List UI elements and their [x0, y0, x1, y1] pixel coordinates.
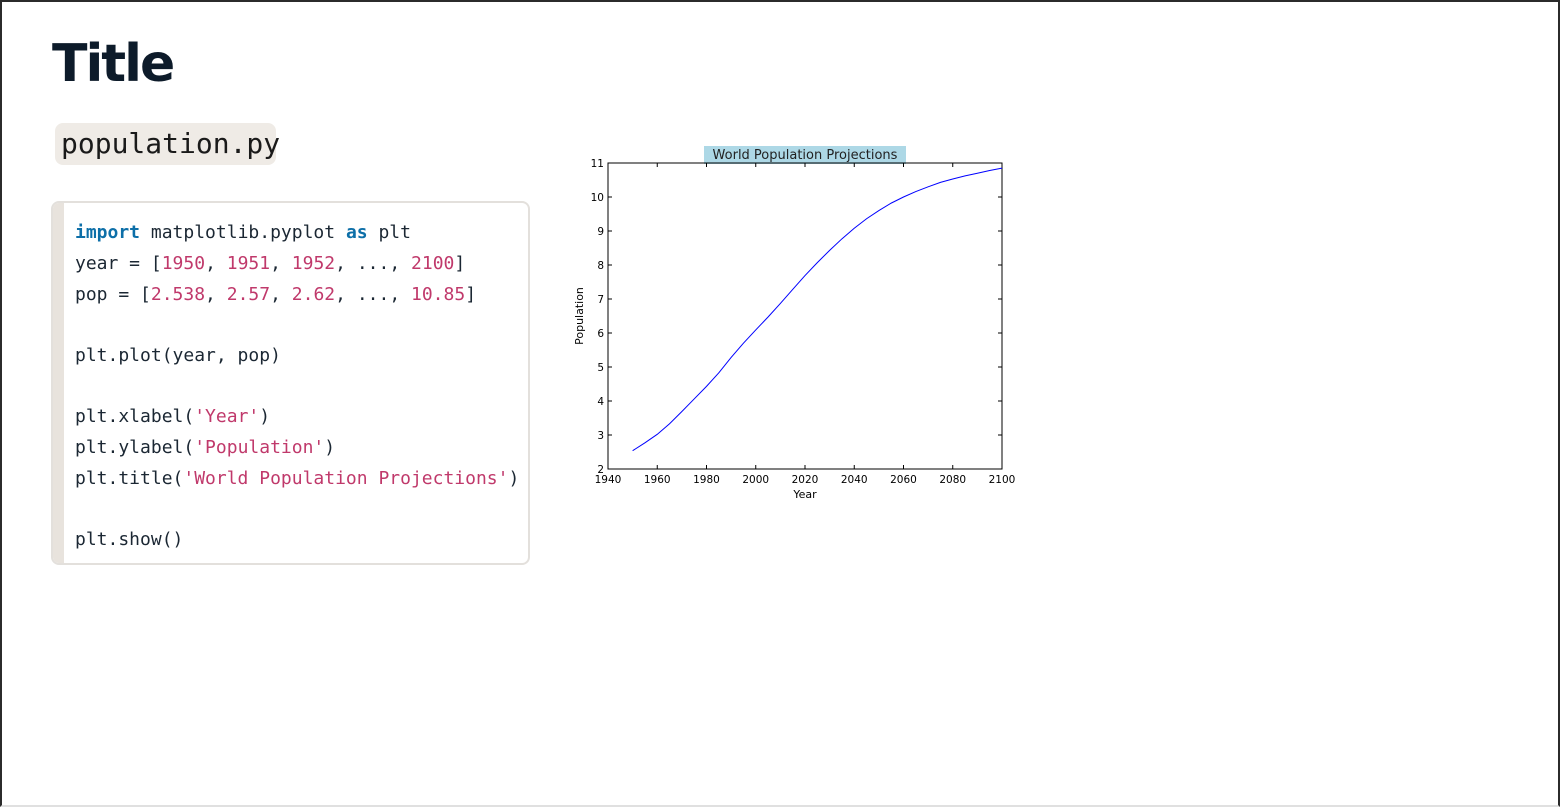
- chart-x-tick-label: 1940: [595, 474, 622, 486]
- code-keyword: import: [75, 222, 141, 243]
- chart-title-highlight: [704, 146, 906, 164]
- chart: World Population Projections 1940 1960 198…: [560, 140, 1030, 510]
- code-line: plt.ylabel('Population'): [75, 432, 519, 463]
- code-line: [75, 494, 519, 524]
- chart-plot-frame: [607, 162, 1003, 470]
- code-literal: 2.62: [291, 284, 336, 305]
- code-text: , ...,: [335, 284, 411, 305]
- chart-y-tick-label: 9: [597, 226, 604, 238]
- code-line: [75, 310, 519, 340]
- chart-x-tick-label: 2040: [841, 474, 868, 486]
- code-text: plt.show(): [75, 529, 184, 550]
- code-text: ,: [270, 253, 292, 274]
- chart-y-tick-label: 3: [597, 430, 604, 442]
- chart-x-tick-label: 1960: [644, 474, 671, 486]
- chart-y-tick-label: 11: [591, 158, 604, 170]
- chart-title: World Population Projections: [713, 148, 898, 163]
- chart-y-tick-label: 4: [597, 396, 604, 408]
- code-literal: 2100: [411, 253, 455, 274]
- chart-x-tick-label: 2060: [890, 474, 917, 486]
- code-line: pop = [2.538, 2.57, 2.62, ..., 10.85]: [75, 279, 519, 310]
- code-text: ): [324, 437, 336, 458]
- code-gutter: [53, 203, 64, 563]
- chart-axes: [607, 162, 1003, 470]
- chart-x-tick-label: 2100: [989, 474, 1016, 486]
- code-lines: import matplotlib.pyplot as plt year = [1…: [75, 217, 519, 555]
- chart-x-tick-label: 1980: [693, 474, 720, 486]
- chart-x-tick-label: 2020: [792, 474, 819, 486]
- code-text: ]: [454, 253, 466, 274]
- code-text: ,: [205, 284, 227, 305]
- code-text: ,: [270, 284, 292, 305]
- code-line: year = [1950, 1951, 1952, ..., 2100]: [75, 248, 519, 279]
- chart-y-tick-label: 2: [597, 464, 604, 476]
- code-text: plt.title(: [75, 468, 184, 489]
- code-literal: 1950: [161, 253, 206, 274]
- code-keyword: as: [345, 222, 368, 243]
- code-text: ): [259, 406, 271, 427]
- code-text: plt.xlabel(: [75, 406, 195, 427]
- chart-x-tick-label: 2000: [742, 474, 769, 486]
- code-literal: 'Population': [194, 437, 325, 458]
- chart-svg: World Population Projections 1940 1960 198…: [573, 146, 1016, 501]
- code-text: plt: [367, 222, 411, 243]
- code-filename: population.py: [55, 123, 280, 165]
- code-text: year = [: [75, 253, 162, 274]
- code-literal: 2.57: [226, 284, 271, 305]
- code-text: pop = [: [75, 284, 151, 305]
- code-block[interactable]: import matplotlib.pyplot as plt year = [1…: [51, 201, 530, 565]
- page-title: Title: [52, 34, 175, 94]
- code-text: plt.plot(year, pop): [75, 345, 281, 366]
- chart-ticks: 1940 1960 1980 2000 2020 2040 2060 2080 2100 2 3 4 5…: [591, 158, 1016, 486]
- code-text: ,: [205, 253, 227, 274]
- code-line: plt.xlabel('Year'): [75, 401, 519, 432]
- code-text: matplotlib.pyplot: [140, 222, 346, 243]
- code-text: ]: [465, 284, 477, 305]
- code-text: , ...,: [335, 253, 412, 274]
- chart-y-tick-label: 5: [597, 362, 604, 374]
- chart-y-tick-label: 7: [597, 294, 604, 306]
- code-line: plt.show(): [75, 524, 519, 555]
- chart-y-axis-label: Population: [573, 287, 586, 345]
- code-line: plt.title('World Population Projections'…: [75, 463, 519, 494]
- code-literal: 'World Population Projections': [183, 468, 509, 489]
- chart-y-tick-label: 6: [597, 328, 604, 340]
- code-line: import matplotlib.pyplot as plt: [75, 217, 519, 248]
- chart-y-tick-label: 10: [591, 192, 604, 204]
- code-text: plt.ylabel(: [75, 437, 195, 458]
- code-literal: 1951: [226, 253, 271, 274]
- code-text: ): [508, 468, 520, 489]
- code-line: plt.plot(year, pop): [75, 340, 519, 371]
- chart-series-line: [632, 167, 1003, 452]
- code-literal: 1952: [291, 253, 336, 274]
- chart-x-tick-label: 2080: [939, 474, 966, 486]
- code-literal: 'Year': [194, 406, 260, 427]
- chart-y-tick-label: 8: [597, 260, 604, 272]
- code-literal: 2.538: [150, 284, 206, 305]
- code-literal: 10.85: [411, 284, 466, 305]
- chart-x-axis-label: Year: [792, 488, 817, 501]
- code-line: [75, 371, 519, 401]
